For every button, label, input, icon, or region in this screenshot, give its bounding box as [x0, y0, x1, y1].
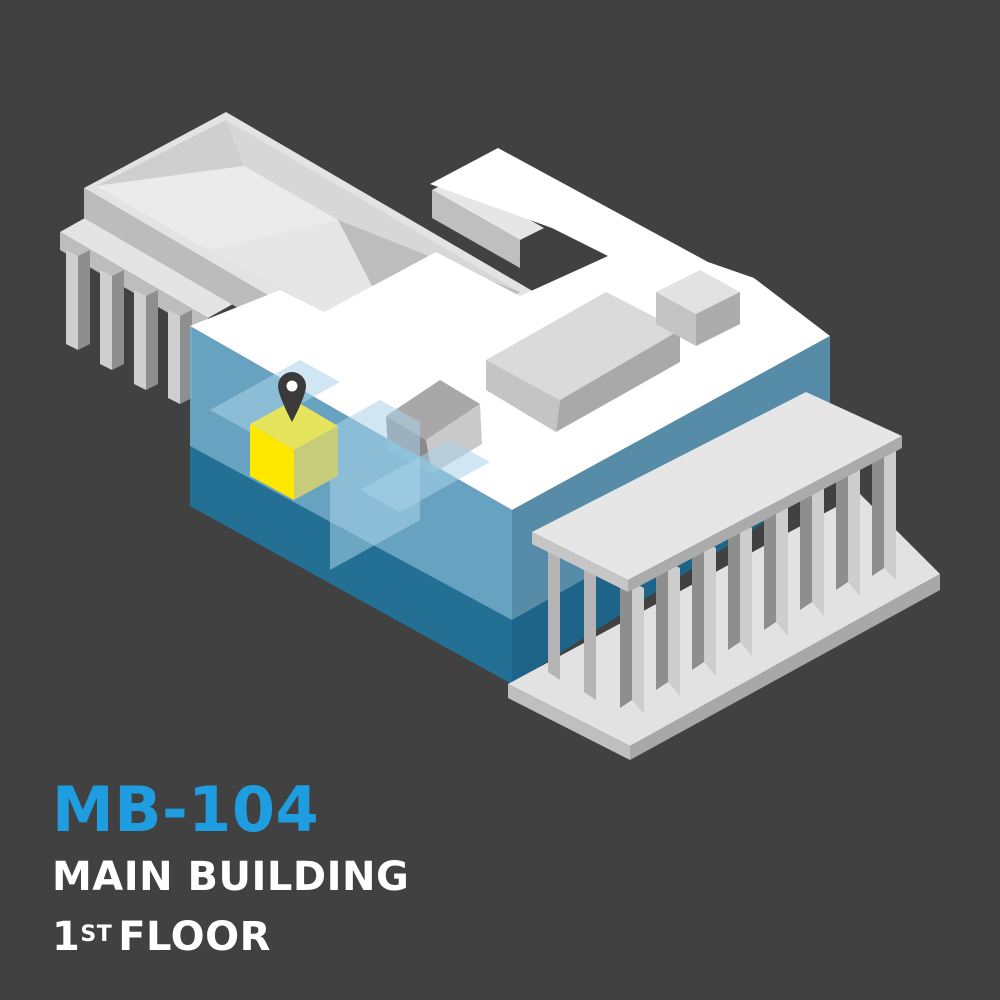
room-code-label: MB-104 [52, 773, 320, 846]
left-wing-columns [66, 250, 192, 404]
right-wing [508, 392, 940, 760]
floor-word: FLOOR [118, 914, 271, 960]
roof-skylight-large [486, 292, 680, 432]
highlighted-room-mb-104[interactable] [250, 400, 338, 500]
floor-label: 1ST FLOOR [52, 912, 271, 962]
right-wing-columns [548, 442, 896, 714]
building-name-label: MAIN BUILDING [52, 854, 410, 900]
roof-box [656, 270, 740, 346]
floor-number: 1 [52, 914, 81, 960]
location-pin-icon[interactable] [278, 372, 306, 422]
floor-ordinal-suffix: ST [80, 922, 113, 947]
